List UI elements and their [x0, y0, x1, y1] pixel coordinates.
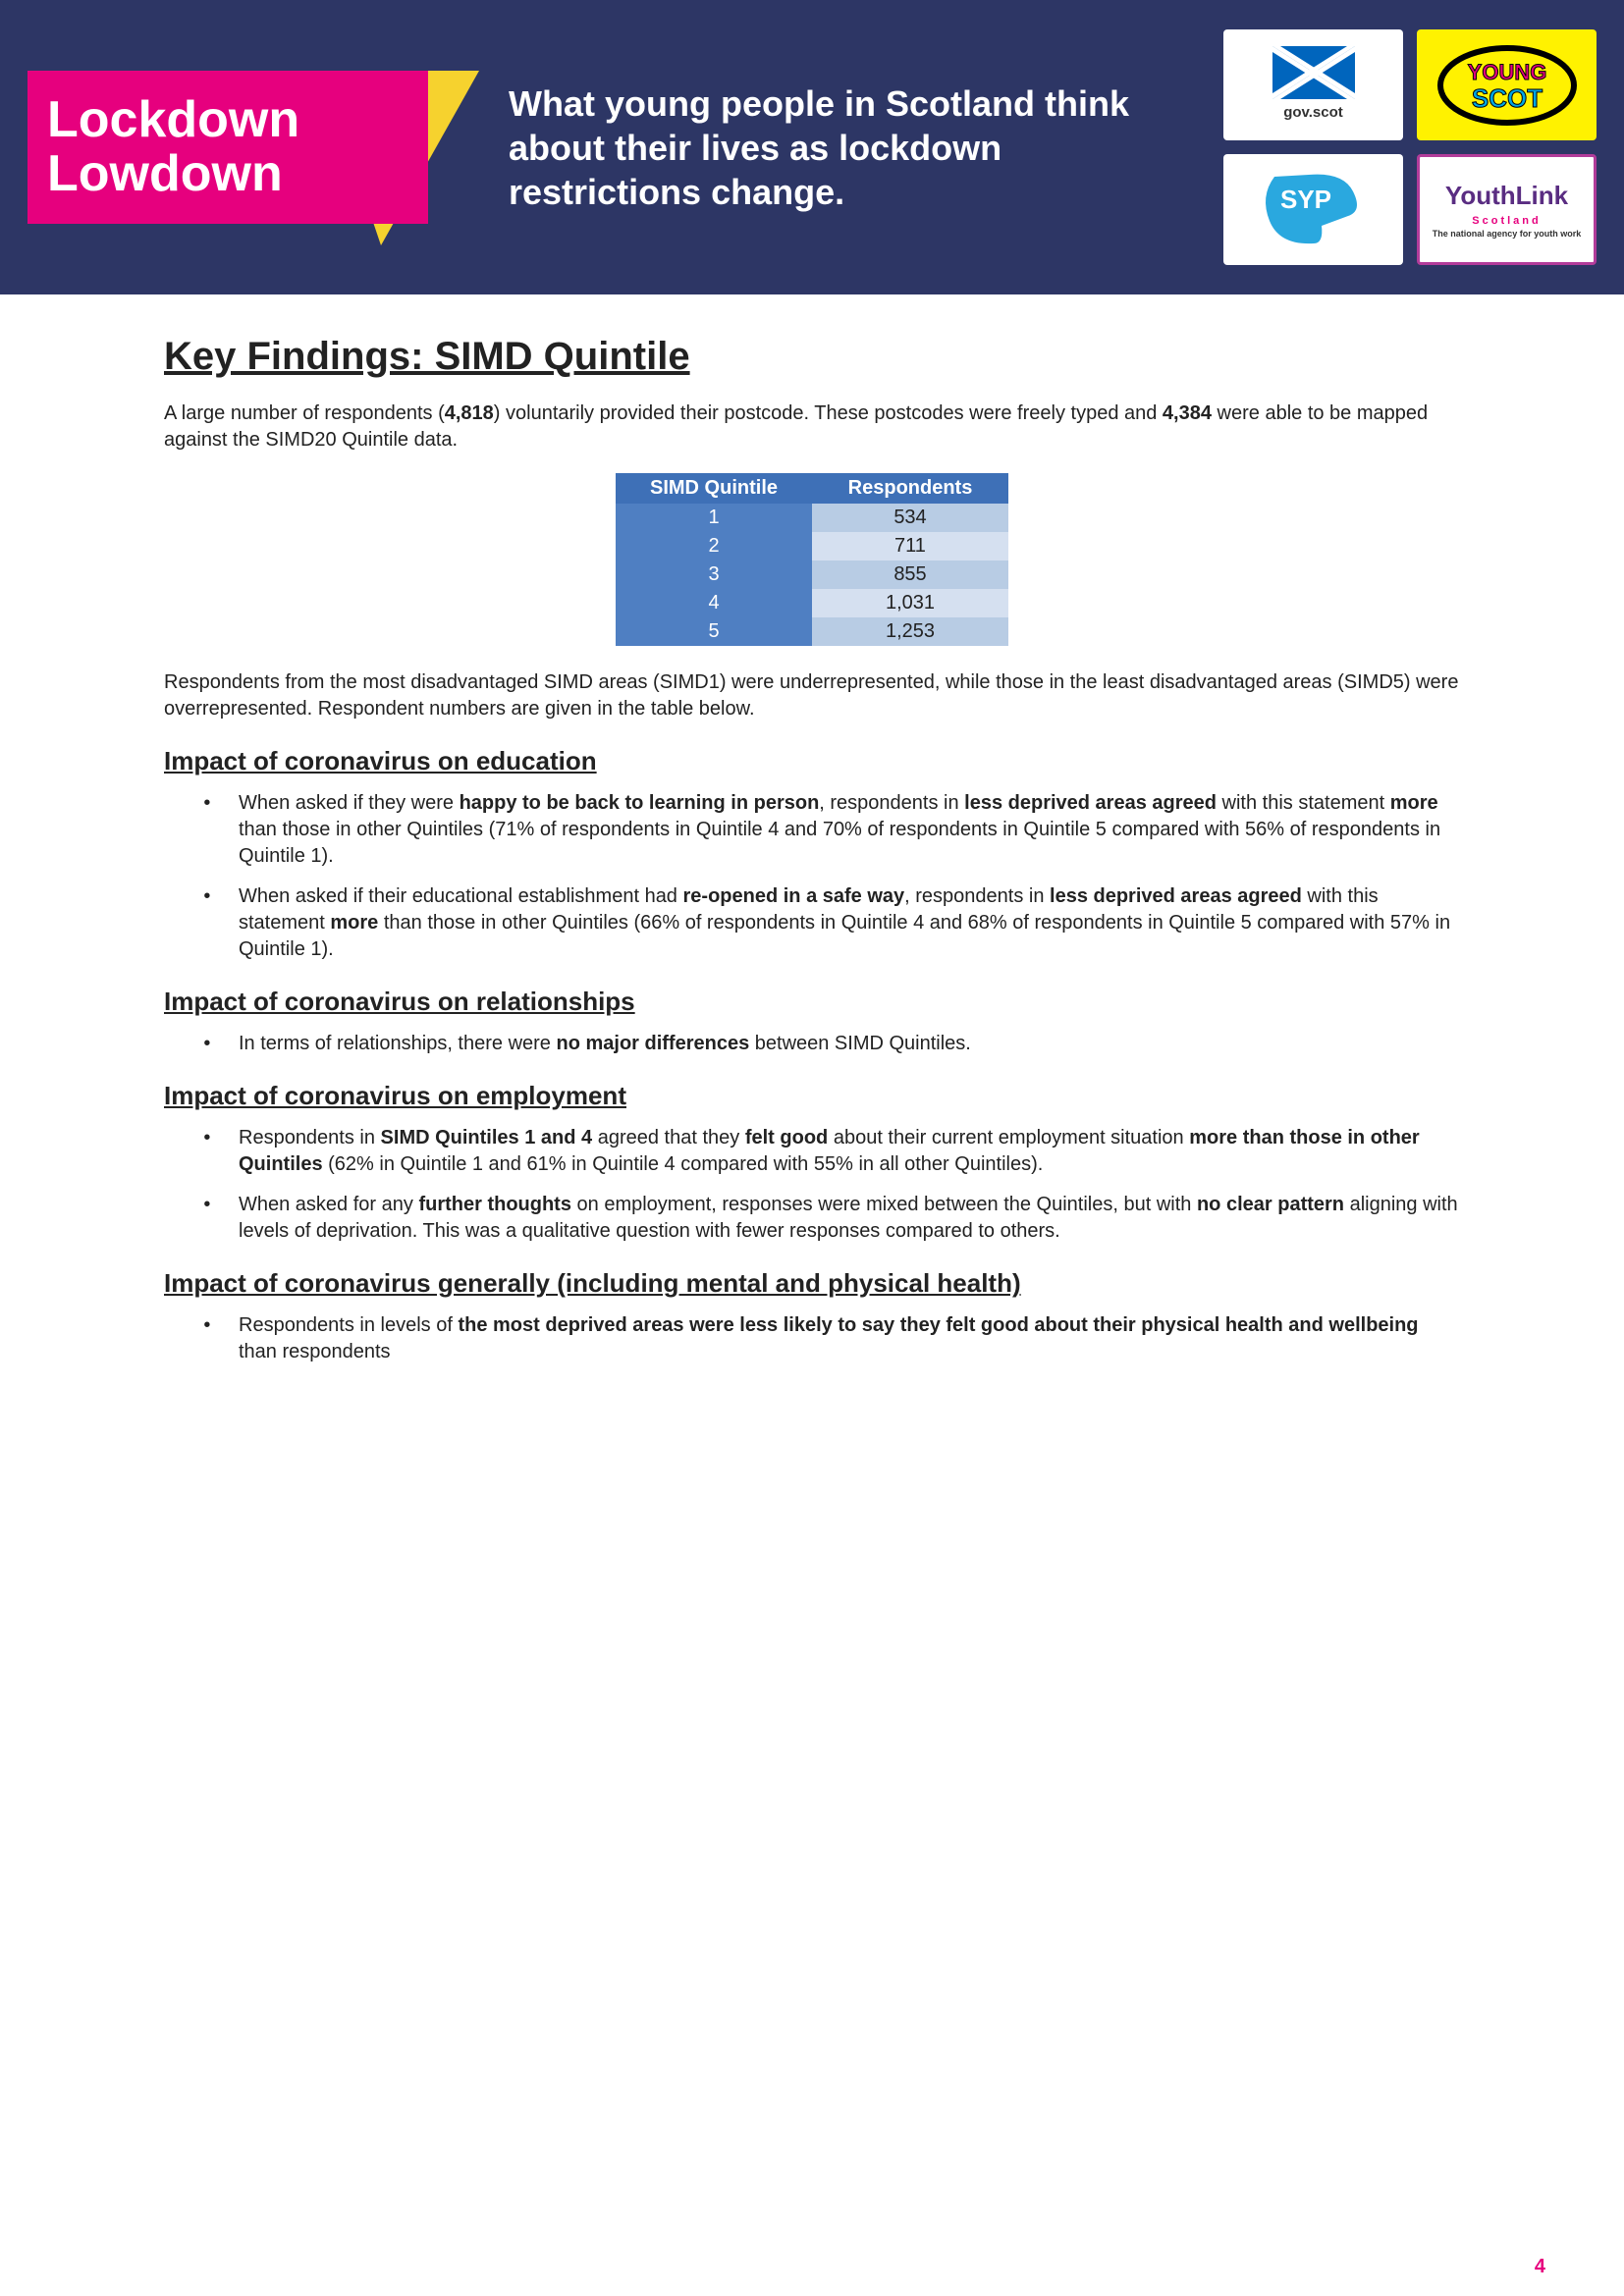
page-title: Key Findings: SIMD Quintile: [164, 330, 1460, 383]
th-respondents: Respondents: [812, 473, 1008, 504]
youthlink-l3: The national agency for youth work: [1433, 228, 1582, 240]
table-row: 51,253: [616, 617, 1008, 646]
intro-n1: 4,818: [445, 402, 494, 424]
govscot-logo: gov.scot: [1223, 29, 1403, 140]
list-item: When asked for any further thoughts on e…: [227, 1192, 1460, 1245]
banner-headline: What young people in Scotland think abou…: [509, 81, 1194, 214]
youthlink-logo: YouthLink Scotland The national agency f…: [1417, 154, 1597, 265]
page-number: 4: [1535, 2254, 1545, 2280]
simd-table: SIMD Quintile Respondents 1534 2711 3855…: [616, 473, 1008, 646]
table-row: 1534: [616, 504, 1008, 532]
govscot-label: gov.scot: [1283, 103, 1343, 123]
list-item: When asked if they were happy to be back…: [227, 790, 1460, 870]
syp-logo: SYP: [1223, 154, 1403, 265]
youthlink-l2: Scotland: [1472, 214, 1541, 229]
sec-general-list: Respondents in levels of the most depriv…: [227, 1312, 1460, 1365]
sec-education-heading: Impact of coronavirus on education: [164, 744, 1460, 778]
para-after-table: Respondents from the most disadvantaged …: [164, 669, 1460, 722]
table-row: 2711: [616, 532, 1008, 561]
th-quintile: SIMD Quintile: [616, 473, 812, 504]
page-content: Key Findings: SIMD Quintile A large numb…: [125, 330, 1499, 1503]
sec-relationships-heading: Impact of coronavirus on relationships: [164, 985, 1460, 1019]
lockdown-text-1: Lockdown: [47, 93, 428, 147]
table-row: 41,031: [616, 589, 1008, 617]
sec-education-list: When asked if they were happy to be back…: [227, 790, 1460, 963]
header-banner: Lockdown Lowdown What young people in Sc…: [0, 0, 1624, 294]
list-item: Respondents in SIMD Quintiles 1 and 4 ag…: [227, 1125, 1460, 1178]
youthlink-l1: YouthLink: [1445, 179, 1568, 213]
list-item: When asked if their educational establis…: [227, 883, 1460, 963]
lockdown-text-2: Lowdown: [47, 147, 428, 201]
sec-general-heading: Impact of coronavirus generally (includi…: [164, 1266, 1460, 1301]
svg-text:YOUNG: YOUNG: [1467, 60, 1546, 84]
svg-text:SCOT: SCOT: [1471, 83, 1542, 113]
sec-employment-list: Respondents in SIMD Quintiles 1 and 4 ag…: [227, 1125, 1460, 1245]
sec-employment-heading: Impact of coronavirus on employment: [164, 1079, 1460, 1113]
list-item: In terms of relationships, there were no…: [227, 1031, 1460, 1057]
partner-logos: gov.scot YOUNG SCOT SYP YouthLink Scotla…: [1223, 29, 1597, 265]
sec-relationships-list: In terms of relationships, there were no…: [227, 1031, 1460, 1057]
list-item: Respondents in levels of the most depriv…: [227, 1312, 1460, 1365]
intro-paragraph: A large number of respondents (4,818) vo…: [164, 400, 1460, 454]
table-row: 3855: [616, 561, 1008, 589]
youngscot-logo: YOUNG SCOT: [1417, 29, 1597, 140]
svg-text:SYP: SYP: [1279, 185, 1330, 214]
intro-pre: A large number of respondents (: [164, 402, 445, 424]
lockdown-lowdown-logo: Lockdown Lowdown: [27, 49, 479, 245]
intro-mid: ) voluntarily provided their postcode. T…: [494, 402, 1163, 424]
intro-n2: 4,384: [1163, 402, 1212, 424]
